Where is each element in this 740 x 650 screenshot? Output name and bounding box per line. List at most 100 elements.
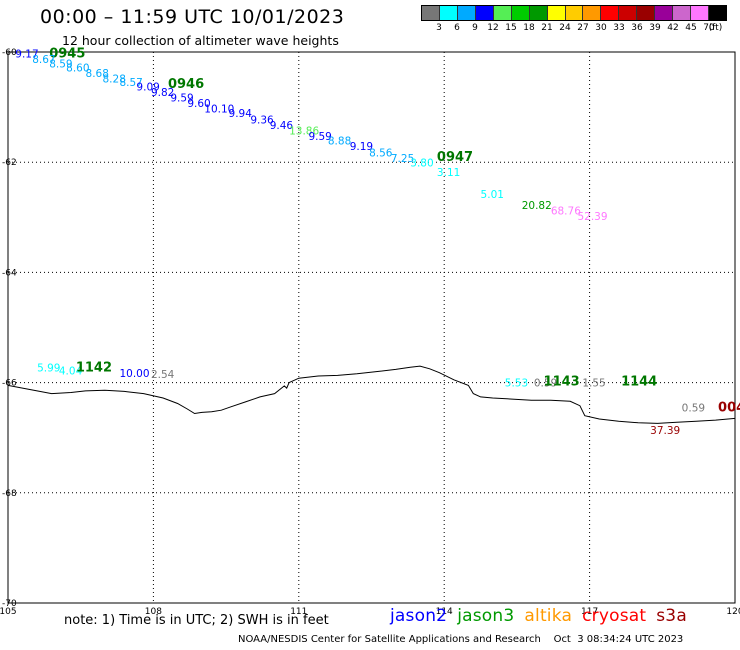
longitude-tick-label: 111 (290, 607, 307, 617)
wave-height-label: 3.80 (410, 158, 433, 170)
wave-height-label: 8.59 (49, 58, 72, 70)
pass-time-label: 0945 (49, 47, 85, 62)
pass-time-label: 0947 (437, 150, 473, 165)
wave-height-label: 0.59 (534, 377, 557, 389)
latitude-tick-label: -64 (2, 268, 17, 278)
legend-tick-label: 70 (703, 23, 715, 33)
legend-tick-label: 21 (541, 23, 553, 33)
wave-height-label: 20.82 (522, 200, 552, 212)
longitude-tick-label: 108 (145, 607, 162, 617)
legend-tick-label: 18 (523, 23, 535, 33)
wave-height-label: 2.54 (151, 369, 175, 381)
wave-height-label: 5.53 (505, 377, 528, 389)
wave-height-label: 8.60 (66, 62, 89, 74)
satellite-name: jason3 (457, 606, 515, 626)
wave-height-label: 7.25 (391, 153, 414, 165)
wave-height-label: 9.17 (15, 49, 38, 61)
legend-swatch (691, 6, 709, 20)
wave-height-label: 68.76 (551, 206, 581, 218)
pass-time-label: 1143 (544, 374, 580, 389)
wave-height-label: 9.59 (170, 93, 193, 105)
wave-height-label: 8.67 (32, 54, 55, 66)
wave-height-label: 8.68 (86, 68, 109, 80)
legend-tick-label: 3 (436, 23, 442, 33)
satellite-name: jason2 (390, 606, 448, 626)
satellite-name: s3a (656, 606, 687, 626)
latitude-tick-label: -70 (2, 599, 17, 609)
wave-height-legend: (ft) 3 6 9 12 15 18 21 24 27 30 33 36 39 42 45 70 (421, 5, 727, 35)
legend-swatch (511, 6, 530, 20)
wave-height-label: 8.88 (328, 136, 351, 148)
legend-swatch (709, 6, 726, 20)
legend-tick-label: 15 (505, 23, 517, 33)
legend-tick-label: 24 (559, 23, 571, 33)
map-frame (7, 51, 736, 604)
legend-tick-label: 39 (649, 23, 661, 33)
longitude-tick-label: 117 (581, 607, 598, 617)
legend-ticks: (ft) 3 6 9 12 15 18 21 24 27 30 33 36 39 42 45 70 (421, 21, 727, 35)
legend-tick-label: 36 (631, 23, 643, 33)
pass-time-label: 1142 (76, 361, 112, 376)
wave-height-label: 0.59 (682, 402, 705, 414)
credit-line: NOAA/NESDIS Center for Satellite Applica… (238, 634, 684, 645)
satellite-legend: jason2 jason3 altika cryosat s3a (390, 606, 697, 626)
longitude-tick-label: 114 (436, 607, 453, 617)
legend-swatch (529, 6, 548, 20)
legend-tick-label: 30 (595, 23, 607, 33)
legend-tick-label: 27 (577, 23, 589, 33)
legend-swatch (422, 6, 440, 20)
satellite-name: cryosat (582, 606, 647, 626)
wave-height-label: 1.55 (582, 377, 605, 389)
legend-tick-label: 6 (454, 23, 460, 33)
wave-height-label: 5.99 (37, 363, 60, 375)
legend-swatch (601, 6, 620, 20)
wave-height-label: 9.60 (187, 98, 210, 110)
legend-unit: (ft) (708, 23, 723, 33)
pass-time-label: 0044 (718, 400, 740, 415)
legend-tick-label: 33 (613, 23, 625, 33)
legend-swatch (439, 6, 458, 20)
legend-swatch (493, 6, 512, 20)
map-title: 00:00 – 11:59 UTC 10/01/2023 (40, 6, 345, 28)
wave-height-label: 4.04 (59, 365, 83, 377)
wave-height-label: 9.59 (308, 131, 331, 143)
latitude-tick-label: -60 (2, 48, 17, 58)
legend-tick-label: 45 (685, 23, 697, 33)
footnote: note: 1) Time is in UTC; 2) SWH is in fe… (64, 613, 329, 628)
latitude-tick-label: -68 (2, 489, 17, 499)
legend-swatch (637, 6, 656, 20)
legend-swatch (565, 6, 584, 20)
wave-height-label: 9.36 (250, 115, 274, 127)
legend-swatch (457, 6, 476, 20)
pass-time-label: 0946 (168, 77, 204, 92)
wave-height-label: 37.39 (650, 425, 680, 437)
legend-color-bar (421, 5, 727, 21)
wave-height-label: 8.28 (103, 73, 126, 85)
legend-swatch (475, 6, 494, 20)
antarctic-coastline (7, 365, 736, 424)
satellite-name: altika (524, 606, 573, 626)
longitude-tick-label: 120 (726, 607, 740, 617)
wave-height-label: 8.56 (369, 148, 393, 160)
pass-time-label: 1144 (621, 374, 657, 389)
latitude-tick-label: -66 (2, 379, 17, 389)
wave-height-label: 5.01 (481, 189, 504, 201)
legend-tick-label: 42 (667, 23, 679, 33)
wave-height-label: 9.94 (229, 108, 253, 120)
legend-swatch (655, 6, 674, 20)
legend-swatch (547, 6, 566, 20)
legend-tick-label: 9 (472, 23, 478, 33)
longitude-tick-label: 105 (0, 607, 17, 617)
wave-height-label: 9.46 (270, 120, 294, 132)
wave-height-label: 3.11 (437, 167, 460, 179)
legend-tick-label: 12 (487, 23, 499, 33)
latitude-tick-label: -62 (2, 158, 17, 168)
wave-height-label: 9.19 (350, 141, 373, 153)
map-subtitle: 12 hour collection of altimeter wave hei… (62, 33, 339, 48)
wave-height-label: 9.09 (136, 82, 159, 94)
wave-height-label: 10.10 (204, 104, 234, 116)
wave-height-label: 9.82 (151, 87, 174, 99)
wave-height-label: 52.39 (577, 211, 607, 223)
legend-swatch (673, 6, 692, 20)
